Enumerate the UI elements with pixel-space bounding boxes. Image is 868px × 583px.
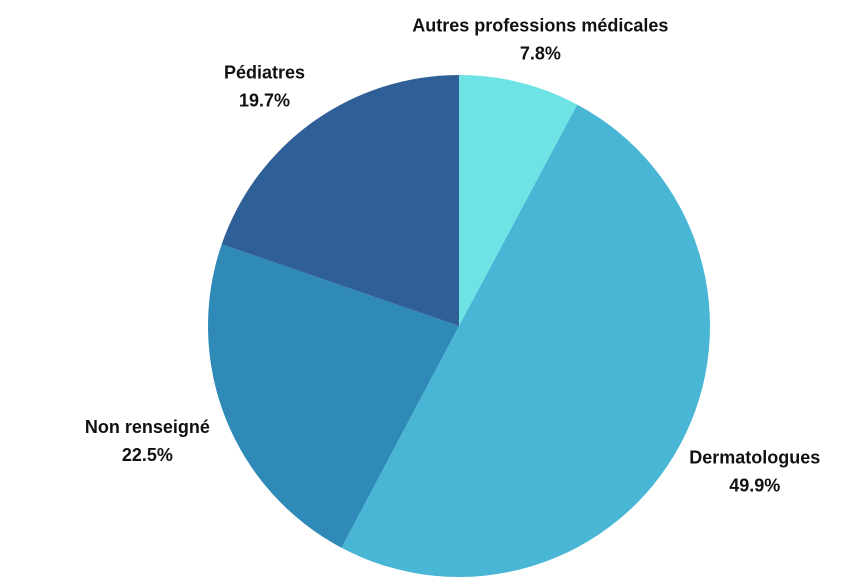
slice-value-label: 7.8% [520, 44, 561, 64]
slice-label: Autres professions médicales [412, 16, 668, 36]
slice-value-label: 22.5% [122, 445, 173, 465]
slice-label: Pédiatres [224, 63, 305, 83]
slice-label: Dermatologues [689, 448, 820, 468]
pie-slice [459, 75, 578, 326]
pie-slice [221, 74, 459, 326]
slice-value-label: 19.7% [239, 91, 290, 111]
slice-value-label: 49.9% [729, 476, 780, 496]
pie-slice [341, 104, 711, 578]
slice-label: Non renseigné [85, 417, 210, 437]
pie-slice [207, 244, 459, 548]
